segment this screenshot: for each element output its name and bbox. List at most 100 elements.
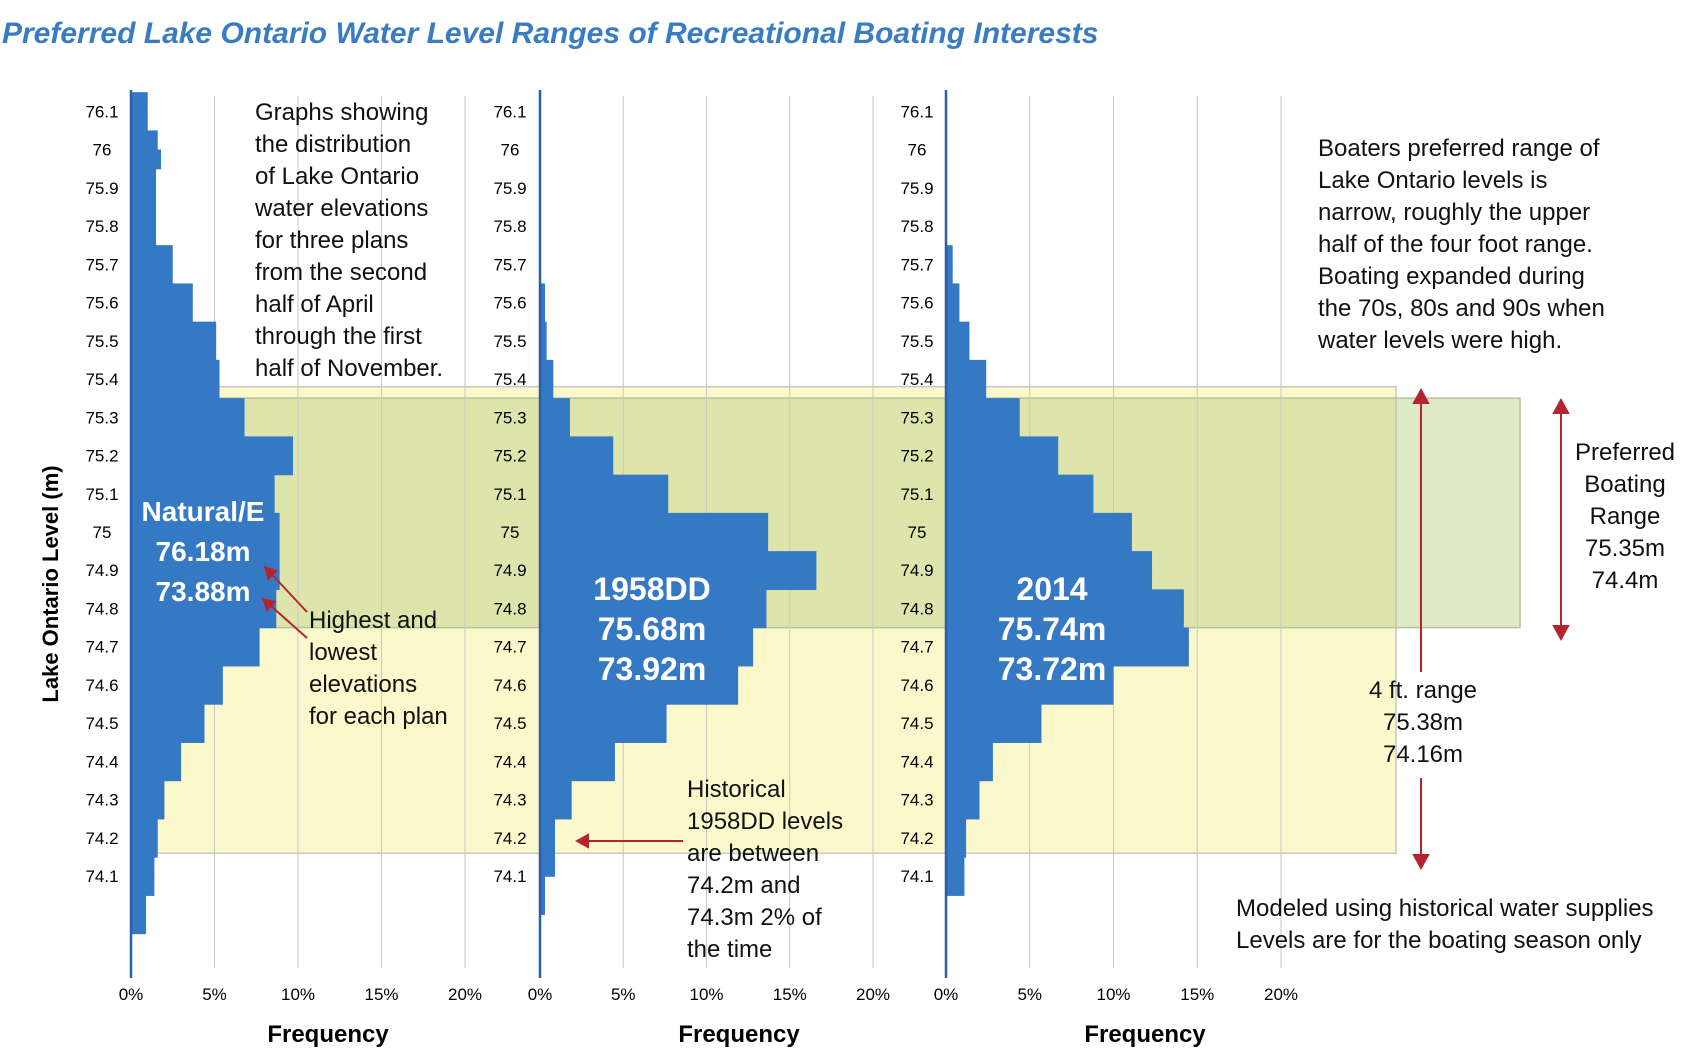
y-tick-label: 75.4: [493, 370, 526, 389]
bar: [540, 857, 555, 877]
bar: [946, 799, 980, 820]
y-tick-label: 75.7: [900, 255, 933, 274]
bar: [540, 532, 769, 552]
preferred-range-label: Preferred Boating Range 75.35m 74.4m: [1575, 439, 1675, 594]
y-tick-label: 74.3: [493, 791, 526, 810]
y-tick-label: 76: [501, 141, 520, 160]
bar: [946, 627, 1189, 648]
bar: [540, 665, 739, 686]
plan-lowest: 73.72m: [998, 651, 1107, 687]
bar: [131, 780, 165, 801]
x-tick-label: 0%: [528, 985, 553, 1004]
x-tick-label: 10%: [281, 985, 315, 1004]
bar: [540, 818, 555, 839]
x-tick-label: 20%: [448, 985, 482, 1004]
bar: [540, 283, 545, 304]
arrowhead: [575, 833, 589, 849]
bar: [946, 761, 993, 782]
y-tick-label: 74.4: [85, 752, 118, 771]
y-tick-label: 74.8: [85, 599, 118, 618]
bar: [540, 876, 545, 896]
bar: [946, 493, 1094, 514]
bar: [540, 780, 572, 801]
bar: [131, 761, 182, 782]
historical-line: 74.2m and: [687, 872, 800, 899]
y-axis-label: Lake Ontario Level (m): [38, 465, 63, 702]
intro-text-line: Graphs showing: [255, 99, 428, 126]
bar: [131, 187, 157, 208]
x-tick-label: 20%: [1264, 985, 1298, 1004]
four-ft-label-line: 75.38m: [1383, 709, 1463, 736]
bar: [540, 704, 667, 724]
bar: [946, 818, 967, 839]
bar: [946, 379, 987, 399]
bar: [540, 742, 615, 763]
y-tick-label: 74.1: [493, 867, 526, 886]
bar: [540, 761, 615, 782]
y-tick-label: 74.8: [493, 599, 526, 618]
bar: [946, 359, 987, 380]
plan-highest: 75.68m: [598, 611, 707, 647]
y-tick-label: 74.4: [493, 752, 526, 771]
y-tick-label: 75.8: [85, 217, 118, 236]
bar: [131, 206, 157, 227]
x-tick-label: 5%: [202, 985, 227, 1004]
bar: [946, 857, 965, 877]
bar: [540, 837, 555, 858]
bar: [131, 876, 155, 896]
bar: [540, 589, 767, 610]
bar: [946, 436, 1059, 457]
historical-line: the time: [687, 936, 772, 963]
bar: [540, 684, 739, 705]
arrowhead: [1412, 854, 1430, 870]
x-tick-label: 5%: [1017, 985, 1042, 1004]
bar: [540, 570, 817, 590]
bar: [540, 493, 669, 514]
bar: [540, 646, 754, 667]
footer-line: Levels are for the boating season only: [1236, 927, 1642, 954]
y-tick-label: 75.4: [85, 370, 118, 389]
bar: [540, 302, 545, 323]
y-tick-label: 74.6: [900, 676, 933, 695]
bar: [946, 340, 970, 361]
bar: [131, 111, 148, 132]
y-tick-label: 74.9: [85, 561, 118, 580]
bar: [946, 837, 967, 858]
bar: [946, 589, 1184, 610]
y-tick-label: 74.5: [85, 714, 118, 733]
y-tick-label: 75.3: [493, 408, 526, 427]
bar: [540, 359, 554, 380]
bar: [540, 627, 754, 648]
bar: [946, 474, 1094, 495]
bar: [946, 532, 1132, 552]
plan-name: 2014: [1016, 571, 1087, 607]
arrowhead: [262, 598, 277, 612]
bar: [131, 895, 147, 916]
bar: [131, 684, 223, 705]
y-tick-label: 75: [908, 523, 927, 542]
intro-text: Graphs showing the distribution of Lake On…: [254, 99, 443, 382]
footer-line: Modeled using historical water supplies: [1236, 895, 1654, 922]
y-tick-label: 75.3: [85, 408, 118, 427]
y-tick-label: 74.1: [85, 867, 118, 886]
bar: [946, 417, 1020, 437]
intro-text-line: for three plans: [255, 227, 408, 254]
bar: [946, 264, 953, 285]
annotation-arrows: [261, 388, 1570, 870]
bar: [131, 837, 158, 858]
bar: [131, 455, 293, 476]
plan-name: Natural/E: [142, 496, 265, 527]
bar: [946, 398, 1020, 418]
y-tick-label: 74.3: [85, 791, 118, 810]
y-tick-label: 76.1: [85, 102, 118, 121]
bar: [540, 417, 570, 437]
preferred-label-line: 74.4m: [1592, 567, 1659, 594]
y-tick-label: 74.6: [493, 676, 526, 695]
bar: [540, 398, 570, 418]
y-tick-label: 76: [93, 141, 112, 160]
axes: [129, 90, 948, 978]
highest-lowest-line: lowest: [309, 639, 377, 666]
bar-series-2: [540, 283, 817, 916]
bar: [131, 321, 217, 342]
